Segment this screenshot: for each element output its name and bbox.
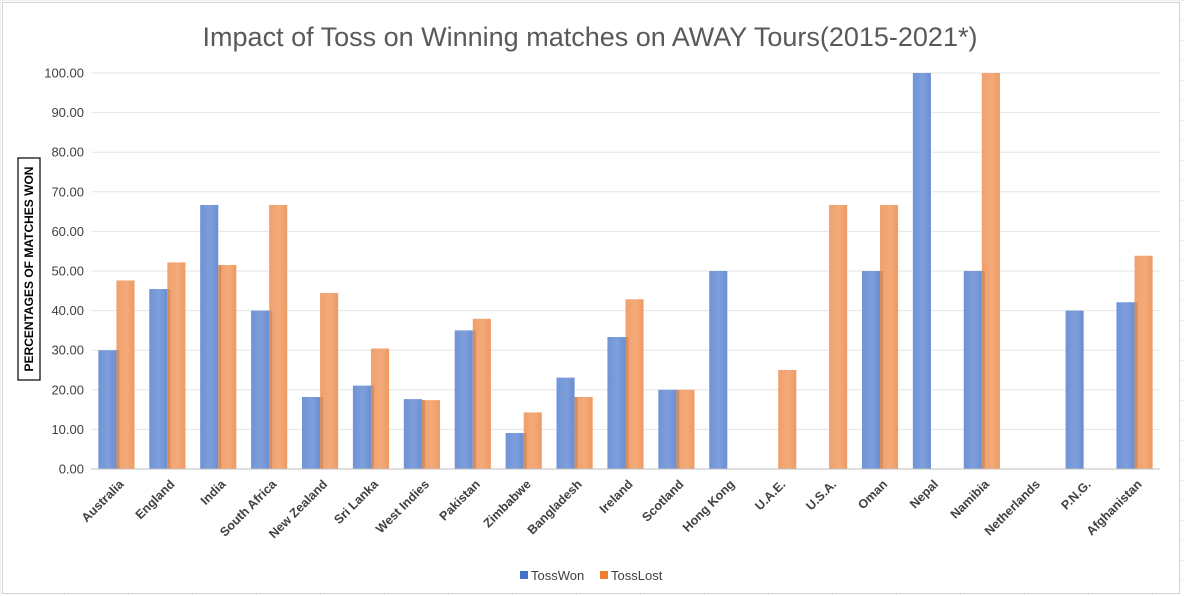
bar-shadow xyxy=(472,330,476,469)
tosslost-bar xyxy=(523,412,542,469)
bar-shadow xyxy=(574,397,578,469)
tosswon-bar xyxy=(658,389,677,469)
tosswon-bar xyxy=(607,337,626,469)
x-tick-label: Australia xyxy=(79,476,127,524)
x-tick-label: Hong Kong xyxy=(680,477,738,535)
bar-shadow xyxy=(320,397,324,469)
tosslost-bar xyxy=(472,318,491,469)
tosslost-bar xyxy=(370,348,390,469)
x-tick-label: Sri Lanka xyxy=(331,476,381,526)
y-tick-label: 40.00 xyxy=(51,303,84,318)
tosslost-bar xyxy=(778,370,797,469)
y-axis-title-text: PERCENTAGES OF MATCHES WON xyxy=(22,167,36,372)
bar-shadow xyxy=(880,271,884,469)
x-tick-label: U.S.A. xyxy=(803,477,839,513)
bar-shadow xyxy=(523,433,527,469)
tosslost-bar xyxy=(981,73,1000,469)
bar-shadow xyxy=(676,389,680,469)
x-tick-label: P.N.G. xyxy=(1058,477,1093,512)
tosswon-bar xyxy=(149,289,168,469)
legend: TossWon TossLost xyxy=(520,568,663,583)
legend-label: TossLost xyxy=(611,568,663,583)
y-tick-labels: 0.00 10.00 20.00 30.00 40.00 50.00 60.00 70.00 8… xyxy=(44,66,84,477)
bar-shadow xyxy=(1134,302,1138,469)
x-tick-label: Scotland xyxy=(639,477,686,524)
tosslost-bar xyxy=(1134,255,1153,469)
y-tick-label: 100.00 xyxy=(44,66,84,81)
bars xyxy=(98,73,1153,469)
y-tick-label: 0.00 xyxy=(59,462,84,477)
tosslost-bar xyxy=(269,204,288,469)
y-tick-label: 80.00 xyxy=(51,145,84,160)
tosslost-bar xyxy=(676,389,695,469)
x-tick-label: Pakistan xyxy=(437,477,483,523)
y-axis-title: PERCENTAGES OF MATCHES WON xyxy=(17,157,41,381)
legend-swatch xyxy=(520,571,528,579)
tosswon-bar xyxy=(1116,302,1135,469)
y-tick-label: 10.00 xyxy=(51,422,84,437)
x-tick-label: U.A.E. xyxy=(752,477,788,513)
x-tick-label: Namibia xyxy=(948,476,993,521)
y-tick-label: 20.00 xyxy=(51,382,84,397)
tosslost-bar xyxy=(880,204,899,469)
legend-swatch xyxy=(600,571,608,579)
x-tick-label: West Indies xyxy=(373,477,432,536)
tosslost-bar xyxy=(421,400,440,469)
x-tick-label: Nepal xyxy=(907,477,941,511)
x-tick-label: Oman xyxy=(855,477,890,512)
tosswon-bar xyxy=(1065,310,1084,469)
tosswon-bar xyxy=(251,310,270,469)
chart-title: Impact of Toss on Winning matches on AWA… xyxy=(203,22,978,52)
y-tick-label: 70.00 xyxy=(51,184,84,199)
tosswon-bar xyxy=(505,433,524,469)
x-tick-label: India xyxy=(198,476,229,507)
tosslost-bar xyxy=(829,204,848,469)
bar-shadow xyxy=(370,385,374,469)
bar-shadow xyxy=(625,337,629,469)
x-tick-label: Zimbabwe xyxy=(481,477,534,530)
x-tick-label: Ireland xyxy=(597,477,636,516)
tosswon-bar xyxy=(98,350,117,469)
x-tick-label: Bangladesh xyxy=(525,477,585,537)
tosswon-bar xyxy=(352,385,371,469)
y-tick-label: 30.00 xyxy=(51,343,84,358)
y-tick-label: 50.00 xyxy=(51,264,84,279)
tosslost-bar xyxy=(218,264,237,469)
tosslost-bar xyxy=(574,397,593,469)
tosswon-bar xyxy=(302,397,321,469)
tosswon-bar xyxy=(709,271,728,469)
x-tick-label: England xyxy=(133,477,178,522)
tosswon-bar xyxy=(403,399,422,469)
bar-shadow xyxy=(981,271,985,469)
legend-label: TossWon xyxy=(531,568,584,583)
tosslost-bar xyxy=(625,299,644,469)
tosslost-bar xyxy=(167,262,186,469)
tosswon-bar xyxy=(454,330,473,469)
tosswon-bar xyxy=(861,271,881,469)
tosslost-bar xyxy=(116,280,135,469)
bar-shadow xyxy=(116,350,120,469)
bar-shadow xyxy=(218,264,222,469)
tosslost-bar xyxy=(320,293,339,469)
y-tick-label: 90.00 xyxy=(51,105,84,120)
y-axis-title-box xyxy=(17,157,41,381)
tosswon-bar xyxy=(556,377,575,469)
tosswon-bar xyxy=(912,73,931,469)
y-tick-label: 60.00 xyxy=(51,224,84,239)
bar-shadow xyxy=(167,289,171,469)
tosswon-bar xyxy=(200,204,219,469)
bar-shadow xyxy=(421,400,425,469)
bar-shadow xyxy=(269,310,273,469)
tosswon-bar xyxy=(963,271,982,469)
